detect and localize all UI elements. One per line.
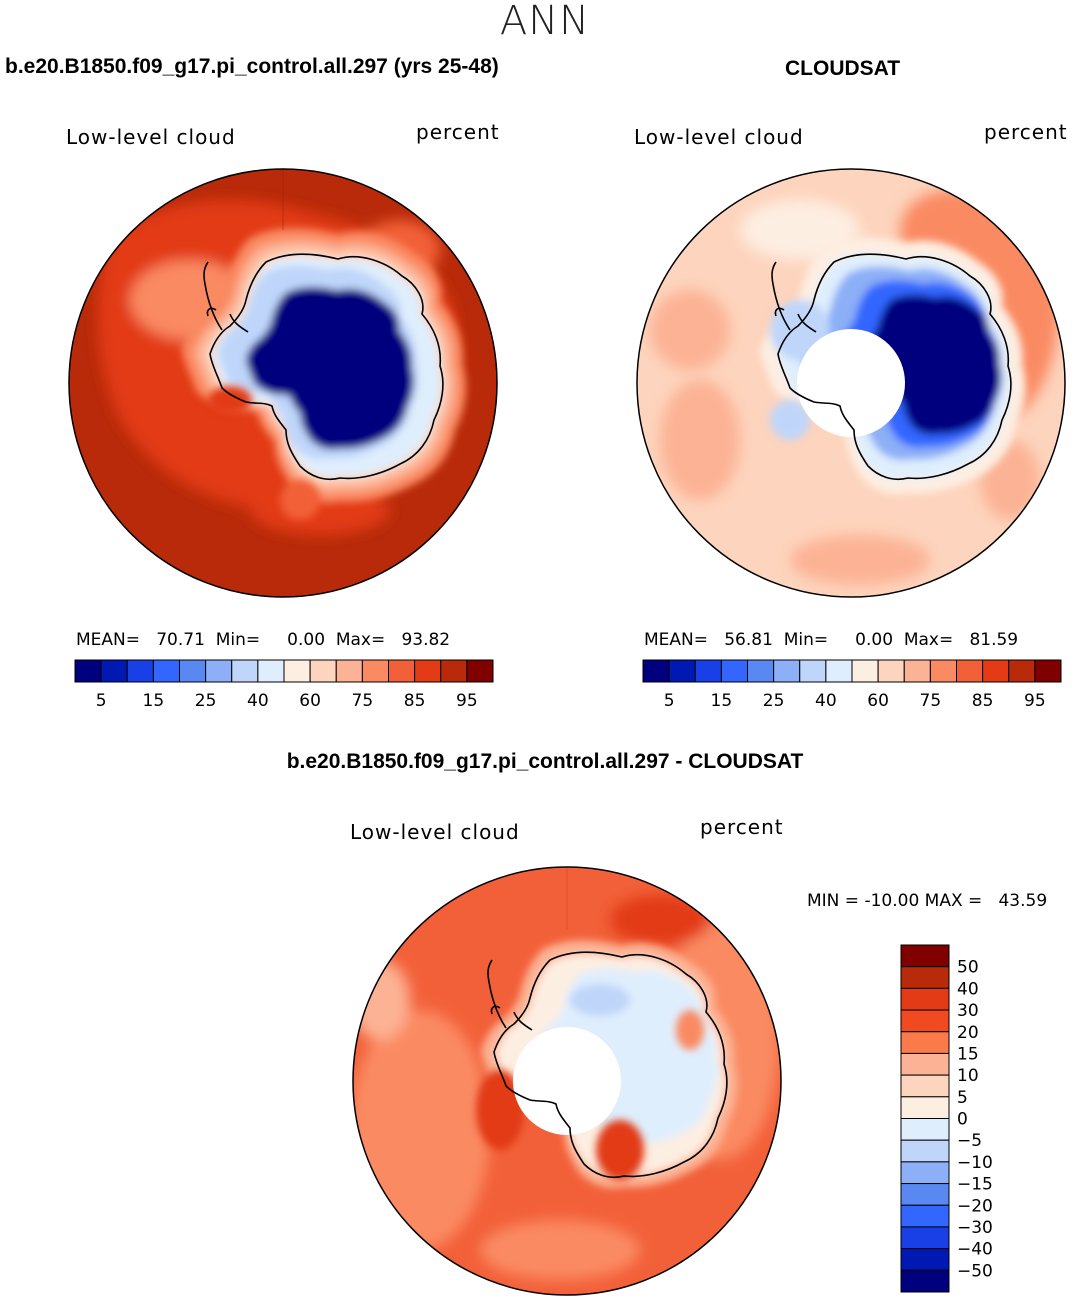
colorbar-swatch <box>900 1052 950 1076</box>
colorbar-swatch <box>747 659 775 683</box>
units-label-model: percent <box>416 120 500 144</box>
polar-map-model <box>68 168 498 598</box>
panel-title-diff: b.e20.B1850.f09_g17.pi_control.all.297 -… <box>286 750 804 773</box>
colorbar-swatch <box>825 659 853 683</box>
colorbar-tick-label: −40 <box>957 1240 993 1260</box>
colorbar-obs: 5 15 25 40 60 75 85 95 <box>642 659 1062 711</box>
colorbar-tick-label: 85 <box>404 691 426 711</box>
colorbar-tick-label: 75 <box>352 691 374 711</box>
colorbar-swatch <box>900 944 950 968</box>
colorbar-swatch <box>231 659 259 683</box>
colorbar-tick-label: −50 <box>957 1261 993 1281</box>
colorbar-swatch <box>900 1096 950 1119</box>
colorbar-swatch <box>388 659 416 683</box>
colorbar-tick-label: 25 <box>763 691 785 711</box>
colorbar-swatch <box>900 1204 950 1228</box>
colorbar-swatch <box>361 659 389 683</box>
colorbar-tick-label: 30 <box>957 1001 979 1021</box>
colorbar-swatch <box>257 659 285 683</box>
colorbar-swatch <box>414 659 442 683</box>
colorbar-tick-label: 40 <box>815 691 837 711</box>
colorbar-swatch <box>900 1139 950 1163</box>
colorbar-tick-label: 15 <box>711 691 733 711</box>
colorbar-tick-label: 15 <box>957 1044 979 1064</box>
colorbar-swatch <box>283 659 311 683</box>
colorbar-tick-label: 0 <box>957 1110 968 1130</box>
colorbar-swatch <box>877 659 905 683</box>
colorbar-swatch <box>900 1226 950 1250</box>
colorbar-tick-label: 95 <box>456 691 478 711</box>
colorbar-swatch <box>982 659 1010 683</box>
colorbar-swatch <box>900 1248 950 1271</box>
colorbar-tick-label: −30 <box>957 1218 993 1238</box>
colorbar-tick-label: −5 <box>957 1131 982 1151</box>
colorbar-swatch <box>179 659 207 683</box>
colorbar-swatch <box>900 987 950 1011</box>
colorbar-swatch <box>900 1269 950 1293</box>
colorbar-swatch <box>205 659 233 683</box>
colorbar-tick-label: −15 <box>957 1175 993 1195</box>
colorbar-swatch <box>956 659 984 683</box>
colorbar-swatch <box>642 659 670 683</box>
colorbar-tick-label: 60 <box>867 691 889 711</box>
colorbar-swatch <box>900 1161 950 1185</box>
panel-title-model: b.e20.B1850.f09_g17.pi_control.all.297 (… <box>5 55 499 78</box>
colorbar-swatch <box>900 1031 950 1054</box>
colorbar-tick-label: 95 <box>1024 691 1046 711</box>
panel-title-obs: CLOUDSAT <box>785 57 901 80</box>
colorbar-tick-label: 5 <box>96 691 107 711</box>
colorbar-swatch <box>1034 659 1062 683</box>
stats-diff: MIN = -10.00 MAX = 43.59 <box>807 891 1048 911</box>
variable-label-obs: Low-level cloud <box>634 125 804 149</box>
colorbar-swatch <box>720 659 748 683</box>
colorbar-swatch <box>694 659 722 683</box>
colorbar-swatch <box>799 659 827 683</box>
colorbar-tick-label: 10 <box>957 1066 979 1086</box>
polar-map-diff <box>352 866 782 1296</box>
colorbar-tick-label: 85 <box>972 691 994 711</box>
stats-obs: MEAN= 56.81 Min= 0.00 Max= 81.59 <box>644 630 1019 650</box>
colorbar-swatch <box>929 659 957 683</box>
colorbar-tick-label: −20 <box>957 1196 993 1216</box>
variable-label-model: Low-level cloud <box>66 125 236 149</box>
colorbar-tick-label: 60 <box>299 691 321 711</box>
colorbar-tick-label: 5 <box>664 691 675 711</box>
colorbar-swatch <box>1008 659 1036 683</box>
variable-label-diff: Low-level cloud <box>350 820 520 844</box>
colorbar-tick-label: 40 <box>957 979 979 999</box>
colorbar-swatch <box>851 659 879 683</box>
season-title: ANN <box>499 0 591 44</box>
colorbar-swatch <box>466 659 494 683</box>
units-label-diff: percent <box>700 815 784 839</box>
colorbar-tick-label: 50 <box>957 958 979 978</box>
colorbar-tick-label: −10 <box>957 1153 993 1173</box>
colorbar-swatch <box>126 659 154 683</box>
colorbar-swatch <box>900 1009 950 1033</box>
colorbar-swatch <box>900 1074 950 1098</box>
stats-model: MEAN= 70.71 Min= 0.00 Max= 93.82 <box>76 630 451 650</box>
colorbar-tick-label: 75 <box>920 691 942 711</box>
polar-map-obs <box>636 168 1066 598</box>
colorbar-tick-label: 40 <box>247 691 269 711</box>
colorbar-tick-label: 25 <box>195 691 217 711</box>
colorbar-tick-label: 5 <box>957 1088 968 1108</box>
colorbar-swatch <box>440 659 468 683</box>
units-label-obs: percent <box>984 120 1068 144</box>
colorbar-swatch <box>900 1183 950 1206</box>
colorbar-model: 5 15 25 40 60 75 85 95 <box>74 659 494 711</box>
colorbar-swatch <box>100 659 128 683</box>
colorbar-tick-label: 15 <box>143 691 165 711</box>
colorbar-swatch <box>903 659 931 683</box>
colorbar-swatch <box>668 659 696 683</box>
colorbar-swatch <box>900 966 950 989</box>
colorbar-swatch <box>900 1118 950 1141</box>
colorbar-swatch <box>335 659 363 683</box>
colorbar-swatch <box>309 659 337 683</box>
colorbar-swatch <box>773 659 801 683</box>
colorbar-swatch <box>152 659 180 683</box>
colorbar-swatch <box>74 659 102 683</box>
colorbar-tick-label: 20 <box>957 1023 979 1043</box>
